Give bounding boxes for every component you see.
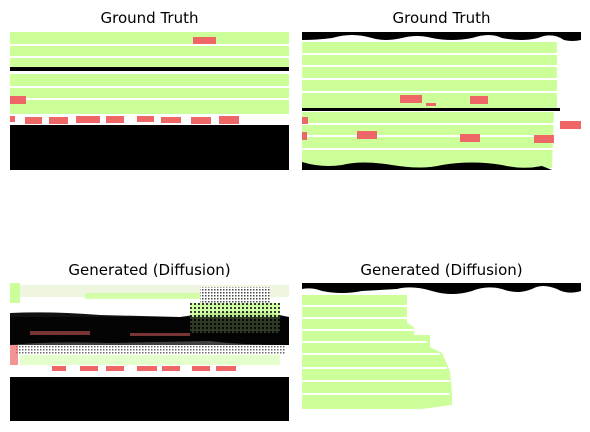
panel-image — [302, 283, 581, 421]
panel-image — [302, 32, 581, 170]
panel-image — [10, 32, 289, 170]
panel-image — [10, 283, 289, 421]
panel-title: Ground Truth — [392, 9, 491, 27]
panel-title: Generated (Diffusion) — [360, 261, 523, 279]
panel-title: Generated (Diffusion) — [68, 261, 231, 279]
panel-title: Ground Truth — [100, 9, 199, 27]
